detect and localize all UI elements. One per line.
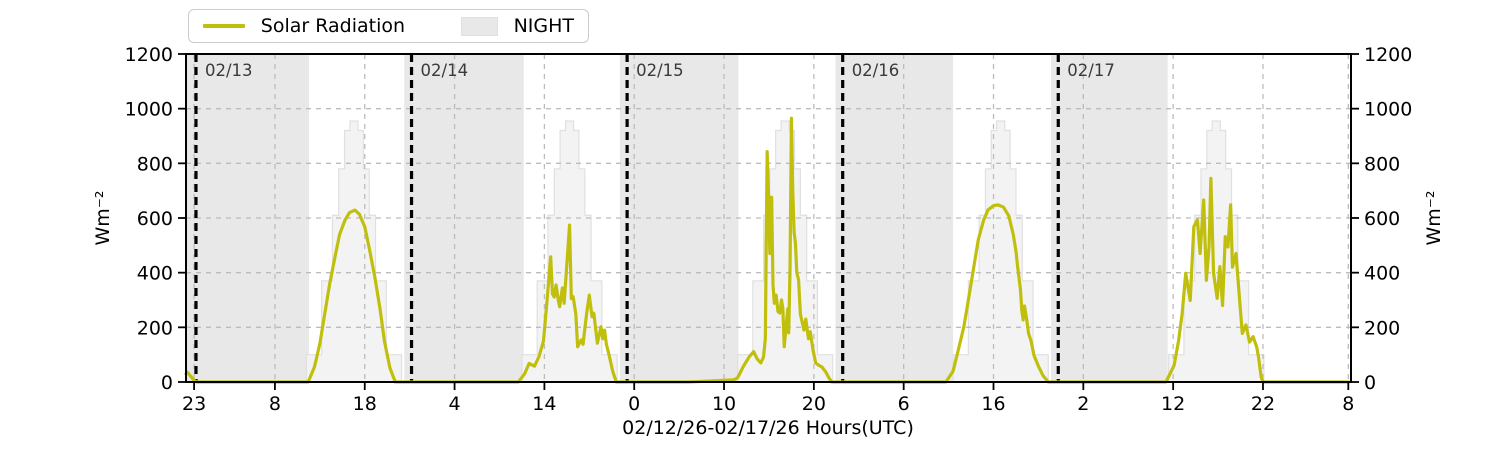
solar-radiation-line: [184, 116, 1350, 384]
x-tick-label: 2: [1077, 393, 1089, 415]
x-tick-label: 0: [628, 393, 640, 415]
y-tick-label-left: 1200: [125, 44, 173, 66]
solar-radiation-line-swatch: [203, 24, 245, 28]
x-tick-label: 4: [449, 393, 461, 415]
date-label: 02/14: [421, 61, 469, 80]
x-tick-label: 20: [802, 393, 826, 415]
x-tick-label: 8: [269, 393, 281, 415]
x-tick-label: 8: [1342, 393, 1354, 415]
y-axis-label-left: Wm⁻²: [92, 190, 114, 246]
date-label: 02/17: [1067, 61, 1115, 80]
y-tick-label-left: 400: [137, 263, 173, 285]
x-tick-label: 22: [1251, 393, 1275, 415]
y-tick-label-right: 1200: [1364, 44, 1412, 66]
y-axis-label-right: Wm⁻²: [1423, 190, 1445, 246]
x-tick-label: 12: [1161, 393, 1185, 415]
y-tick-label-left: 800: [137, 153, 173, 175]
y-tick-label-left: 600: [137, 208, 173, 230]
y-tick-label-right: 800: [1364, 153, 1400, 175]
x-tick-label: 14: [532, 393, 556, 415]
clear-sky-step-area: [305, 120, 403, 383]
x-tick-label: 6: [898, 393, 910, 415]
date-label: 02/16: [852, 61, 900, 80]
x-tick-label: 23: [182, 393, 206, 415]
night-region: [835, 54, 954, 382]
date-label: 02/15: [636, 61, 684, 80]
y-tick-label-right: 200: [1364, 317, 1400, 339]
y-tick-label-right: 1000: [1364, 99, 1412, 121]
night-region: [404, 54, 524, 382]
y-tick-label-left: 200: [137, 317, 173, 339]
y-tick-label-right: 600: [1364, 208, 1400, 230]
clear-sky-step-area: [952, 120, 1049, 383]
x-tick-label: 18: [353, 393, 377, 415]
date-label: 02/13: [205, 61, 253, 80]
y-tick-label-right: 0: [1364, 372, 1376, 394]
x-tick-label: 16: [981, 393, 1005, 415]
night-patch-swatch: [461, 16, 498, 36]
clear-sky-step-area: [736, 120, 834, 383]
y-tick-label-right: 400: [1364, 263, 1400, 285]
legend-label-solar-radiation: Solar Radiation: [260, 15, 406, 37]
x-tick-label: 10: [712, 393, 736, 415]
legend-label-night: NIGHT: [513, 15, 574, 37]
y-tick-label-left: 1000: [125, 99, 173, 121]
x-axis-label: 02/12/26-02/17/26 Hours(UTC): [622, 417, 914, 439]
y-tick-label-left: 0: [161, 372, 173, 394]
legend: Solar Radiation NIGHT: [188, 9, 589, 43]
